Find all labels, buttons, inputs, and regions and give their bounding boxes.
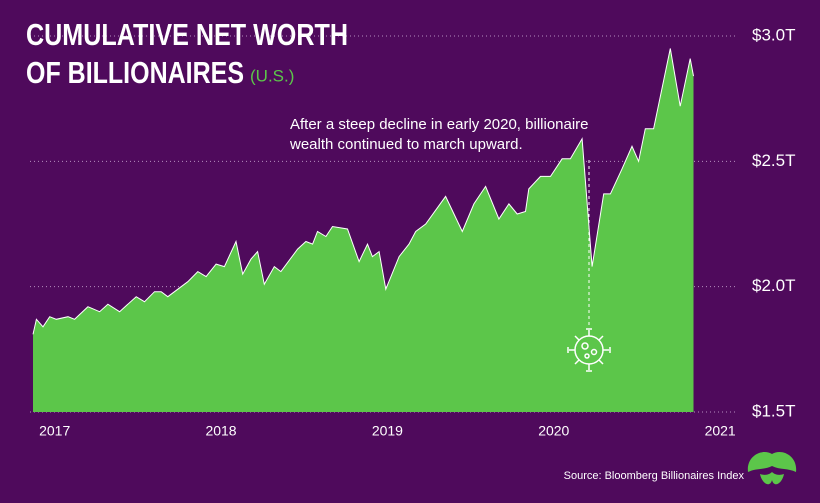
source: Source: Bloomberg Billionaires Index <box>564 470 745 482</box>
line <box>32 48 694 335</box>
x-tick-label: 2017 <box>39 423 70 439</box>
chart-title: OF BILLIONAIRES <box>26 55 244 90</box>
x-tick-label: 2021 <box>705 423 736 439</box>
y-tick-label: $3.0T <box>752 25 795 44</box>
y-tick-label: $2.0T <box>752 276 795 295</box>
x-tick-label: 2018 <box>205 423 236 439</box>
annotation: After a steep decline in early 2020, bil… <box>290 116 589 133</box>
annotation: wealth continued to march upward. <box>289 136 523 153</box>
plot <box>32 48 694 412</box>
x-tick-label: 2020 <box>538 423 569 439</box>
logo <box>747 452 797 485</box>
y-tick-label: $2.5T <box>752 151 795 170</box>
virus-icon <box>567 328 611 372</box>
y-tick-label: $1.5T <box>752 401 795 420</box>
chart-title: CUMULATIVE NET WORTH <box>26 17 348 52</box>
x-tick-label: 2019 <box>372 423 403 439</box>
chart-subtitle: (U.S.) <box>250 66 294 85</box>
area <box>33 48 694 412</box>
